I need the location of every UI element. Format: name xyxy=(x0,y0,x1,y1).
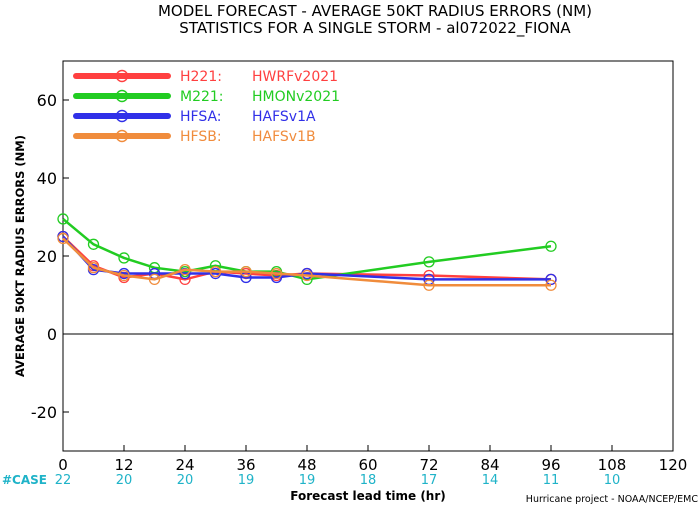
x-tick-label: 96 xyxy=(541,456,560,474)
data-point xyxy=(423,256,435,268)
y-tick-label: 20 xyxy=(37,247,57,266)
series-group xyxy=(57,213,557,291)
case-count: 18 xyxy=(360,473,377,488)
data-point xyxy=(179,263,191,276)
legend-code: HFSA: xyxy=(180,109,222,125)
y-tick-label: 0 xyxy=(47,325,57,344)
legend-item-0: H221: HWRFv2021 xyxy=(73,69,338,85)
data-point xyxy=(87,262,100,274)
series-3 xyxy=(57,232,557,291)
data-point xyxy=(148,273,161,286)
legend-item-1: M221: HMONv2021 xyxy=(73,89,340,105)
x-tick-label: 0 xyxy=(58,456,68,474)
x-axis-label: Forecast lead time (hr) xyxy=(290,489,446,503)
x-tick-label: 120 xyxy=(659,456,688,474)
case-count: 14 xyxy=(482,473,499,488)
case-count: 10 xyxy=(604,473,621,488)
data-point xyxy=(301,269,313,282)
legend-label: HAFSv1A xyxy=(252,109,316,125)
chart-title-line1: MODEL FORECAST - AVERAGE 50KT RADIUS ERR… xyxy=(158,2,592,20)
x-tick-label: 72 xyxy=(419,456,438,474)
data-point xyxy=(118,269,130,282)
data-point xyxy=(57,213,69,225)
y-tick-label: -20 xyxy=(31,403,57,422)
legend: H221: HWRFv2021 M221: HMONv2021 HFSA: HAFSv1A… xyxy=(73,69,340,145)
data-point xyxy=(423,279,435,291)
legend-marker xyxy=(115,129,129,143)
data-point xyxy=(209,265,222,278)
plot-area xyxy=(62,60,674,452)
credit-text: Hurricane project - NOAA/NCEP/EMC xyxy=(526,494,699,505)
legend-marker xyxy=(115,109,129,123)
x-tick-label: 48 xyxy=(297,456,316,474)
axes: -20 0 20 40 60 0 12 24 36 48 60 72 84 96 108 120 xyxy=(31,91,687,474)
legend-code: HFSB: xyxy=(180,129,222,145)
series-line xyxy=(62,217,552,281)
case-count: 11 xyxy=(543,473,560,488)
data-point xyxy=(240,265,252,278)
x-tick-label: 36 xyxy=(236,456,255,474)
legend-marker xyxy=(115,69,129,83)
legend-code: M221: xyxy=(180,89,224,105)
case-count: 20 xyxy=(177,473,194,488)
legend-item-2: HFSA: HAFSv1A xyxy=(73,109,316,125)
legend-label: HAFSv1B xyxy=(252,129,316,145)
x-tick-label: 24 xyxy=(175,456,194,474)
y-axis-label: AVERAGE 50KT RADIUS ERRORS (NM) xyxy=(13,135,27,377)
legend-code: H221: xyxy=(180,69,222,85)
case-count: 17 xyxy=(421,473,438,488)
x-tick-label: 60 xyxy=(358,456,377,474)
case-count: 19 xyxy=(238,473,255,488)
legend-label: HWRFv2021 xyxy=(252,69,338,85)
data-point xyxy=(118,252,130,264)
data-point xyxy=(57,232,69,245)
chart-title-line2: STATISTICS FOR A SINGLE STORM - al072022… xyxy=(179,19,571,38)
legend-label: HMONv2021 xyxy=(252,89,340,105)
data-point xyxy=(545,279,557,291)
x-tick-label: 84 xyxy=(480,456,499,474)
data-point xyxy=(545,240,557,252)
case-label: #CASE xyxy=(2,473,47,487)
y-tick-label: 60 xyxy=(37,91,57,110)
data-point xyxy=(270,267,283,280)
x-tick-label: 12 xyxy=(114,456,133,474)
case-counts: 22 20 20 19 19 18 17 14 11 10 xyxy=(55,473,621,488)
case-count: 20 xyxy=(116,473,133,488)
data-point xyxy=(87,238,100,250)
x-tick-label: 108 xyxy=(598,456,627,474)
case-count: 19 xyxy=(299,473,316,488)
case-count: 22 xyxy=(55,473,72,488)
series-line xyxy=(62,237,551,287)
legend-item-3: HFSB: HAFSv1B xyxy=(73,129,316,145)
legend-marker xyxy=(115,89,129,103)
y-tick-label: 40 xyxy=(37,169,57,188)
